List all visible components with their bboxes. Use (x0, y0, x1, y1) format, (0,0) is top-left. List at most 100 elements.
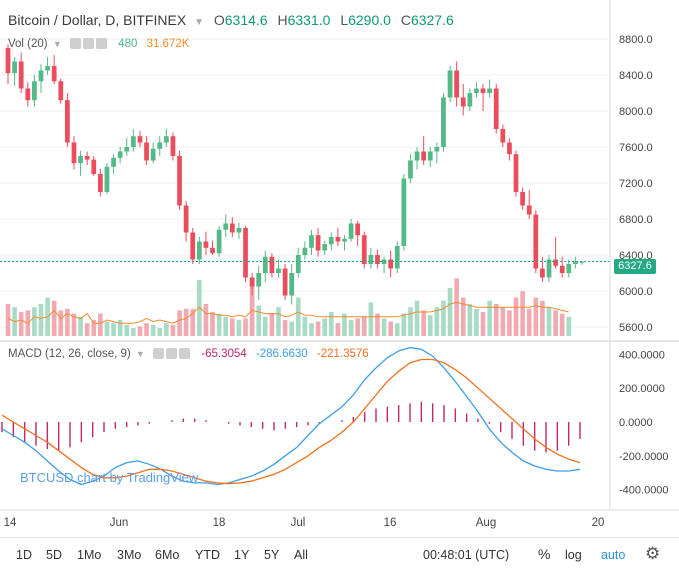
ohlc-high-label: H (277, 12, 288, 28)
candle-body (111, 157, 116, 167)
volume-bar (131, 328, 136, 336)
close-icon[interactable] (95, 38, 107, 50)
candle-body (559, 265, 565, 273)
candle-body (223, 223, 229, 230)
volume-bar (164, 323, 169, 336)
volume-bar (236, 320, 242, 336)
ohlc-low-value: 6290.0 (348, 12, 391, 28)
settings-icon[interactable] (166, 348, 178, 360)
candle-body (414, 151, 420, 161)
candle-body (322, 244, 328, 251)
volume-legend-dropdown-icon[interactable]: ▼ (52, 39, 62, 49)
ohlc-low-label: L (340, 12, 349, 28)
gear-icon[interactable]: ⚙ (645, 544, 661, 563)
candle-body (130, 136, 136, 147)
time-tick-label: 14 (4, 517, 17, 529)
symbol-dropdown-icon[interactable]: ▼ (194, 17, 204, 28)
volume-bar (309, 323, 314, 336)
candle-body (137, 136, 143, 143)
candle-body (460, 97, 466, 107)
eye-icon[interactable] (69, 38, 81, 50)
volume-bar (295, 297, 301, 336)
volume-legend-label[interactable]: Vol (20) (8, 38, 48, 50)
volume-bar (388, 321, 393, 336)
range-1y-button[interactable]: 1Y (234, 548, 250, 562)
volume-bar (256, 305, 262, 336)
range-5d-button[interactable]: 5D (46, 548, 62, 562)
macd-tick-label: -400.0000 (619, 485, 669, 497)
candle-body (177, 156, 182, 206)
candle-body (302, 247, 308, 255)
volume-bar (210, 312, 215, 336)
volume-bar (375, 313, 380, 336)
symbol-title[interactable]: Bitcoin / Dollar, D, BITFINEX (8, 12, 187, 28)
range-1d-button[interactable]: 1D (16, 548, 32, 562)
candle-body (45, 66, 50, 71)
settings-icon[interactable] (82, 38, 94, 50)
candle-body (394, 246, 400, 269)
volume-ma-line (7, 301, 569, 324)
volume-bar (434, 307, 440, 336)
macd-hist-value: -65.3054 (201, 348, 247, 360)
candle-body (276, 268, 281, 273)
macd-legend-label[interactable]: MACD (12, 26, close, 9) (8, 348, 131, 360)
candle-body (256, 273, 262, 287)
volume-bar (553, 310, 558, 336)
volume-bar (71, 313, 77, 336)
candle-body (401, 178, 407, 246)
auto-scale-toggle[interactable]: auto (601, 548, 626, 562)
volume-bar (381, 318, 387, 336)
candle-body (216, 229, 222, 254)
range-1mo-button[interactable]: 1Mo (77, 548, 102, 562)
volume-bar (474, 308, 479, 336)
macd-tick-label: 200.0000 (619, 383, 665, 395)
log-scale-toggle[interactable]: log (565, 548, 582, 562)
volume-bar (58, 310, 64, 336)
eye-icon[interactable] (153, 348, 165, 360)
utc-clock[interactable]: 00:48:01 (UTC) (423, 548, 510, 562)
chart-watermark[interactable]: BTCUSD chart by TradingView (20, 470, 199, 485)
candle-body (170, 136, 176, 156)
candle-body (183, 205, 189, 233)
candle-body (474, 88, 479, 93)
volume-bar (342, 313, 347, 336)
time-tick-label: Jul (291, 517, 306, 529)
ohlc-open-label: O (213, 12, 225, 28)
candle-body (348, 223, 354, 239)
volume-bar (117, 320, 123, 336)
volume-bar (328, 312, 334, 336)
candle-body (434, 147, 440, 152)
range-5y-button[interactable]: 5Y (264, 548, 280, 562)
candle-body (309, 235, 314, 248)
volume-bar (84, 323, 90, 336)
macd-histogram (1, 401, 581, 453)
candle-body (454, 70, 460, 98)
candle-body (526, 205, 532, 215)
volume-bar (177, 310, 182, 336)
percent-scale-toggle[interactable]: % (538, 546, 551, 562)
candle-body (243, 228, 248, 278)
volume-bar (408, 307, 413, 336)
range-6mo-button[interactable]: 6Mo (155, 548, 180, 562)
volume-bar (190, 308, 196, 336)
range-ytd-button[interactable]: YTD (195, 548, 220, 562)
range-3mo-button[interactable]: 3Mo (117, 548, 142, 562)
volume-bar (421, 310, 426, 336)
range-all-button[interactable]: All (294, 548, 308, 562)
candle-body (388, 259, 394, 269)
candle-body (573, 261, 578, 264)
macd-legend-dropdown-icon[interactable]: ▼ (135, 349, 145, 359)
volume-bar (276, 307, 281, 336)
volume-bar (441, 300, 446, 336)
candle-body (236, 228, 242, 233)
price-tick-label: 8400.0 (619, 70, 653, 82)
chart-canvas[interactable]: BTCUSD chart by TradingView 8800.0 8400.0… (0, 0, 679, 537)
candle-body (467, 93, 473, 107)
candle-body (282, 268, 288, 296)
macd-axis-labels: 400.0000 200.0000 0.0000 -200.0000 -400.0000 (619, 349, 669, 496)
candle-body (427, 151, 433, 161)
volume-bar (269, 313, 275, 336)
close-icon[interactable] (179, 348, 191, 360)
time-tick-label: 18 (213, 517, 226, 529)
volume-bar (111, 323, 116, 336)
